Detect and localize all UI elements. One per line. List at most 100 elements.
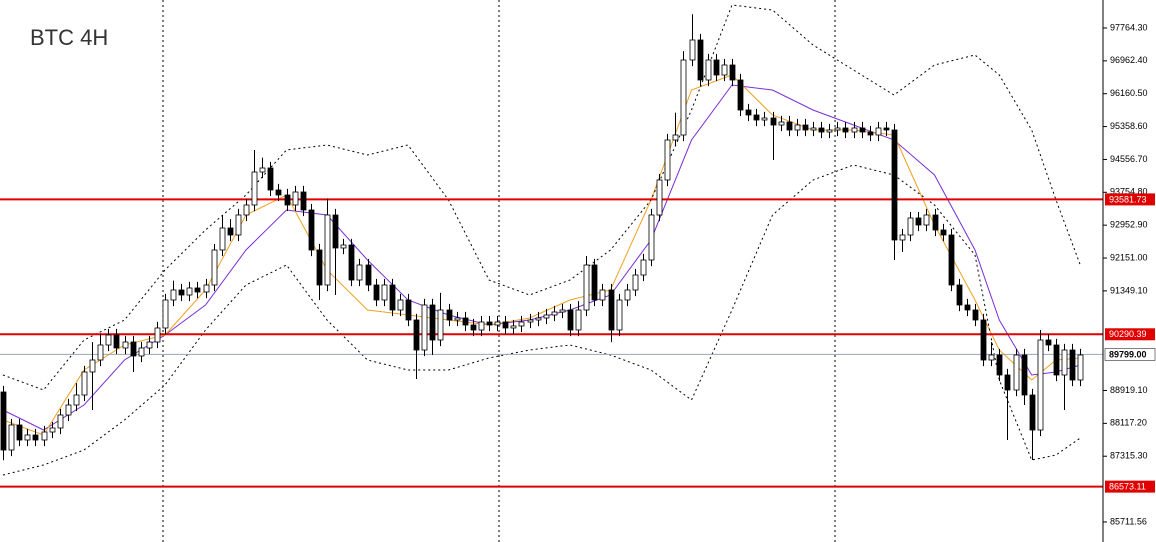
indicator-line (2, 4, 1081, 391)
level-label: 93581.73 (1109, 194, 1147, 204)
candle-body (275, 189, 282, 196)
candle-body (1069, 349, 1076, 381)
candle-body (859, 127, 866, 133)
candle-body (842, 127, 849, 133)
y-tick-label: 88919.10 (1110, 385, 1148, 395)
candle-body (996, 354, 1003, 376)
candle-body (786, 121, 793, 131)
candle-body (211, 249, 218, 286)
candle-body (697, 39, 704, 81)
level-label: 89799.00 (1109, 349, 1147, 359)
candle-body (891, 129, 898, 241)
candle-body (802, 124, 809, 131)
candle-body (1013, 354, 1020, 391)
candle-body (648, 214, 655, 261)
candle-body (551, 311, 558, 316)
candle-body (227, 227, 234, 236)
chart-title: BTC 4H (30, 25, 108, 50)
candle-body (251, 171, 258, 206)
candle-body (365, 264, 372, 286)
candle-body (518, 321, 525, 327)
candle-body (421, 304, 428, 351)
candle-body (429, 304, 436, 341)
candle-body (745, 109, 752, 116)
candle-body (308, 209, 315, 251)
candle-body (81, 371, 88, 396)
level-badge (1105, 328, 1155, 341)
candle-body (138, 347, 145, 357)
candle-body (810, 127, 817, 131)
level-badges: 93581.73 90290.39 86573.11 89799.00 (1104, 193, 1156, 493)
candle-body (478, 321, 485, 331)
candle-body (1053, 344, 1060, 376)
candle-body (194, 287, 201, 293)
candle-body (203, 284, 210, 293)
candle-body (535, 317, 542, 321)
y-axis: 97764.30 96962.40 96160.50 95358.60 94556.70… (1103, 22, 1148, 526)
candle-body (940, 229, 947, 236)
y-tick-label: 85711.56 (1110, 516, 1147, 526)
candle-body (170, 289, 177, 301)
candle-body (49, 427, 56, 433)
candle-body (559, 309, 566, 313)
candle-body (381, 284, 388, 301)
y-tick-label: 91349.10 (1110, 285, 1148, 295)
candle-body (616, 299, 623, 331)
candle-body (113, 334, 120, 349)
y-tick-label: 93754.80 (1110, 187, 1148, 197)
candle-body (154, 327, 161, 343)
candle-body (608, 289, 615, 331)
candle-body (397, 299, 404, 311)
level-label: 90290.39 (1109, 329, 1147, 339)
candle-body (267, 167, 274, 191)
candle-body (875, 127, 882, 136)
candle-body (851, 127, 858, 133)
candle-body (680, 59, 687, 136)
candle-body (300, 191, 307, 211)
level-badge (1105, 193, 1155, 206)
candle-body (689, 39, 696, 61)
candle-body (24, 434, 31, 441)
candle-body (146, 341, 153, 349)
candle-body (316, 249, 323, 286)
candle-body (1004, 374, 1011, 391)
candle-body (41, 431, 48, 441)
candle-body (8, 424, 15, 451)
y-tick-label: 92151.00 (1110, 252, 1148, 262)
candle-body (632, 274, 639, 291)
candles (0, 14, 1084, 461)
candle-body (186, 287, 193, 296)
candle-body (980, 319, 987, 361)
candle-body (778, 121, 785, 126)
candle-body (470, 324, 477, 331)
candle-body (729, 64, 736, 81)
candle-body (948, 234, 955, 286)
candle-body (932, 214, 939, 231)
candle-body (259, 167, 266, 173)
candle-body (543, 314, 550, 319)
candle-body (235, 214, 242, 236)
candle-body (826, 129, 833, 133)
candle-body (340, 244, 347, 249)
candle-body (332, 214, 339, 249)
candle-body (89, 359, 96, 373)
candle-body (867, 131, 874, 136)
candle-body (130, 341, 137, 357)
candle-body (446, 309, 453, 321)
y-tick-label: 97764.30 (1110, 22, 1148, 32)
candle-body (1045, 339, 1052, 346)
candle-body (413, 319, 420, 351)
candle-body (162, 299, 169, 329)
candle-body (1061, 349, 1068, 376)
candle-body (373, 284, 380, 301)
candle-body (57, 414, 64, 429)
candle-body (956, 284, 963, 306)
candle-body (656, 179, 663, 216)
candle-body (454, 317, 461, 321)
y-tick-label: 96962.40 (1110, 55, 1148, 65)
candle-body (65, 404, 72, 416)
candle-body (705, 59, 712, 81)
candle-body (389, 284, 396, 311)
